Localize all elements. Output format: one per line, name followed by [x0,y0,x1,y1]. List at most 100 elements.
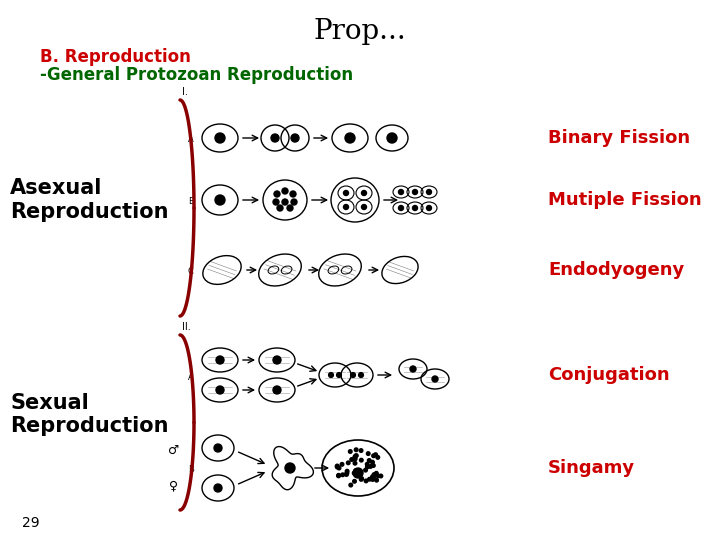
Circle shape [371,461,374,464]
Circle shape [369,465,372,468]
Circle shape [372,473,376,476]
Circle shape [359,477,363,481]
Circle shape [353,480,356,483]
Circle shape [432,376,438,382]
Circle shape [413,206,418,211]
Circle shape [366,452,370,455]
Circle shape [361,191,366,195]
Circle shape [336,464,339,468]
Text: A: A [188,136,194,145]
Circle shape [343,205,348,210]
Circle shape [271,134,279,142]
Circle shape [368,477,372,481]
Text: Endodyogeny: Endodyogeny [548,261,684,279]
Circle shape [359,449,363,453]
Circle shape [374,453,377,456]
Circle shape [354,469,358,472]
Text: II.: II. [182,322,191,332]
Text: -General Protozoan Reproduction: -General Protozoan Reproduction [40,66,353,84]
Circle shape [375,478,379,482]
Circle shape [360,477,364,481]
Circle shape [354,448,358,451]
Circle shape [372,464,375,467]
Circle shape [377,474,380,478]
Text: B: B [188,198,194,206]
Circle shape [336,465,339,469]
Circle shape [426,190,431,194]
Circle shape [273,199,279,205]
Circle shape [216,356,224,364]
Circle shape [376,456,379,459]
Text: Asexual
Reproduction: Asexual Reproduction [10,178,168,221]
Circle shape [273,356,281,364]
Circle shape [341,463,344,466]
Circle shape [282,188,288,194]
Circle shape [413,190,418,194]
Circle shape [291,134,299,142]
Circle shape [328,373,333,377]
Circle shape [374,471,378,475]
Circle shape [398,190,403,194]
Circle shape [426,206,431,211]
Text: Sexual
Reproduction: Sexual Reproduction [10,393,168,436]
Circle shape [354,457,357,461]
Circle shape [215,195,225,205]
Circle shape [364,479,368,483]
Circle shape [351,373,356,377]
Circle shape [352,471,356,475]
Circle shape [214,484,222,492]
Text: Prop...: Prop... [314,18,406,45]
Circle shape [277,205,283,211]
Text: Binary Fission: Binary Fission [548,129,690,147]
Circle shape [353,455,356,459]
Circle shape [364,468,367,472]
Circle shape [410,366,416,372]
Text: I.: I. [182,87,188,97]
Circle shape [214,444,222,452]
Circle shape [354,462,357,465]
Circle shape [337,474,341,478]
Circle shape [359,373,364,377]
Text: C: C [188,267,194,276]
Text: B: B [188,465,194,475]
Circle shape [366,462,369,466]
Circle shape [354,454,357,458]
Circle shape [282,199,288,205]
Circle shape [343,191,348,195]
Circle shape [366,465,369,469]
Circle shape [348,450,352,453]
Circle shape [285,463,295,473]
Circle shape [359,458,363,462]
Circle shape [379,474,383,478]
Circle shape [346,461,350,464]
Circle shape [291,199,297,205]
Circle shape [337,373,341,377]
Text: A: A [188,373,194,381]
Text: Mutiple Fission: Mutiple Fission [548,191,701,209]
Circle shape [215,133,225,143]
Circle shape [216,386,224,394]
Circle shape [387,133,397,143]
Text: B. Reproduction: B. Reproduction [40,48,191,66]
Text: ♂: ♂ [168,443,179,456]
Circle shape [372,454,375,457]
Circle shape [398,206,403,211]
Circle shape [345,133,355,143]
Circle shape [349,483,353,487]
Circle shape [345,472,348,476]
Circle shape [371,478,374,481]
Circle shape [367,458,371,462]
Circle shape [353,468,363,478]
Text: ♀: ♀ [169,480,179,492]
Circle shape [273,386,281,394]
Circle shape [274,191,280,197]
Text: Singamy: Singamy [548,459,635,477]
Text: 29: 29 [22,516,40,530]
Circle shape [350,458,354,461]
Circle shape [371,475,374,478]
Circle shape [345,471,348,475]
Circle shape [361,205,366,210]
Circle shape [337,466,341,470]
Circle shape [341,473,344,477]
Text: Conjugation: Conjugation [548,366,670,384]
